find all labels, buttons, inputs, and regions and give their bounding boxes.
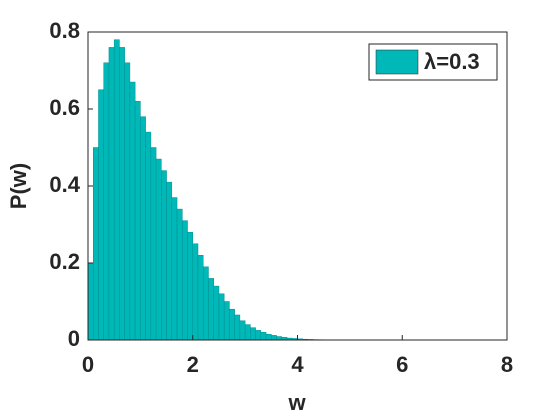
bar [92, 147, 99, 341]
bar [176, 208, 183, 341]
y-tick-label: 0.8 [49, 18, 80, 43]
bar [155, 158, 162, 341]
bar [213, 285, 220, 341]
bar [208, 278, 214, 341]
bar [239, 320, 246, 341]
y-tick-label: 0.2 [49, 249, 80, 274]
bar [250, 327, 256, 341]
bar [260, 332, 267, 341]
bar [234, 314, 241, 341]
bar [150, 147, 157, 341]
bar [229, 308, 235, 341]
bar [108, 47, 115, 341]
legend-swatch [375, 49, 419, 75]
bar [161, 170, 167, 341]
bar [124, 62, 131, 341]
bar [119, 47, 125, 341]
bar [255, 330, 262, 341]
bar [166, 181, 173, 341]
x-tick-label: 2 [187, 352, 199, 377]
bar [98, 89, 104, 341]
bar [103, 62, 110, 341]
y-axis-label: P(w) [6, 163, 31, 209]
bar [244, 324, 251, 341]
x-tick-label: 4 [291, 352, 304, 377]
bar [197, 255, 204, 341]
legend-label: λ=0.3 [424, 49, 480, 74]
y-tick-label: 0.4 [49, 172, 80, 197]
x-tick-label: 8 [501, 352, 513, 377]
y-tick-label: 0.6 [49, 95, 80, 120]
bar [182, 220, 188, 341]
bar [134, 101, 141, 341]
bar [218, 293, 225, 341]
y-tick-label: 0 [68, 326, 80, 351]
x-tick-label: 0 [82, 352, 94, 377]
bar [140, 116, 146, 341]
bar [171, 197, 178, 341]
bar [265, 333, 272, 341]
x-tick-label: 6 [396, 352, 408, 377]
bar [276, 336, 283, 341]
bar [192, 243, 199, 341]
bar [145, 131, 152, 341]
x-axis-label: w [287, 390, 306, 415]
bar [187, 231, 193, 341]
bar [87, 262, 94, 341]
bar [271, 335, 277, 341]
bar [113, 39, 120, 341]
bar [223, 301, 230, 341]
bar [129, 81, 136, 341]
bar [202, 266, 209, 341]
